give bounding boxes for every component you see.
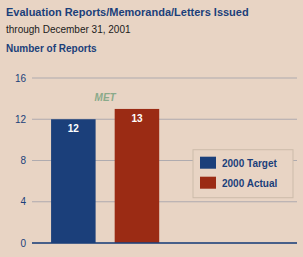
x-axis-line <box>32 242 297 244</box>
data-labels: 12 13 <box>68 113 143 134</box>
legend-label: 2000 Actual <box>222 178 277 189</box>
y-tick-label: 8 <box>20 155 26 166</box>
y-axis-label: Number of Reports <box>6 43 97 54</box>
legend-swatch <box>200 157 216 169</box>
title: Evaluation Reports/Memoranda/Letters Iss… <box>6 6 249 18</box>
annotation: MET <box>95 92 117 103</box>
background <box>0 0 303 257</box>
data-label: 13 <box>131 113 143 124</box>
legend-frame <box>193 150 293 198</box>
legend-label: 2000 Target <box>222 158 278 169</box>
bar <box>115 109 160 243</box>
chart: Evaluation Reports/Memoranda/Letters Iss… <box>0 0 303 257</box>
legend-swatch <box>200 177 216 189</box>
y-tick-label: 12 <box>15 114 27 125</box>
bars <box>51 109 159 243</box>
y-tick-label: 0 <box>20 238 26 249</box>
bar <box>51 119 96 243</box>
subtitle: through December 31, 2001 <box>6 24 131 35</box>
data-label: 12 <box>68 123 80 134</box>
legend: 2000 Target 2000 Actual <box>193 150 293 198</box>
grid-line <box>32 78 297 79</box>
y-tick-label: 16 <box>15 73 27 84</box>
y-tick-label: 4 <box>20 196 26 207</box>
grid-line <box>32 243 297 244</box>
